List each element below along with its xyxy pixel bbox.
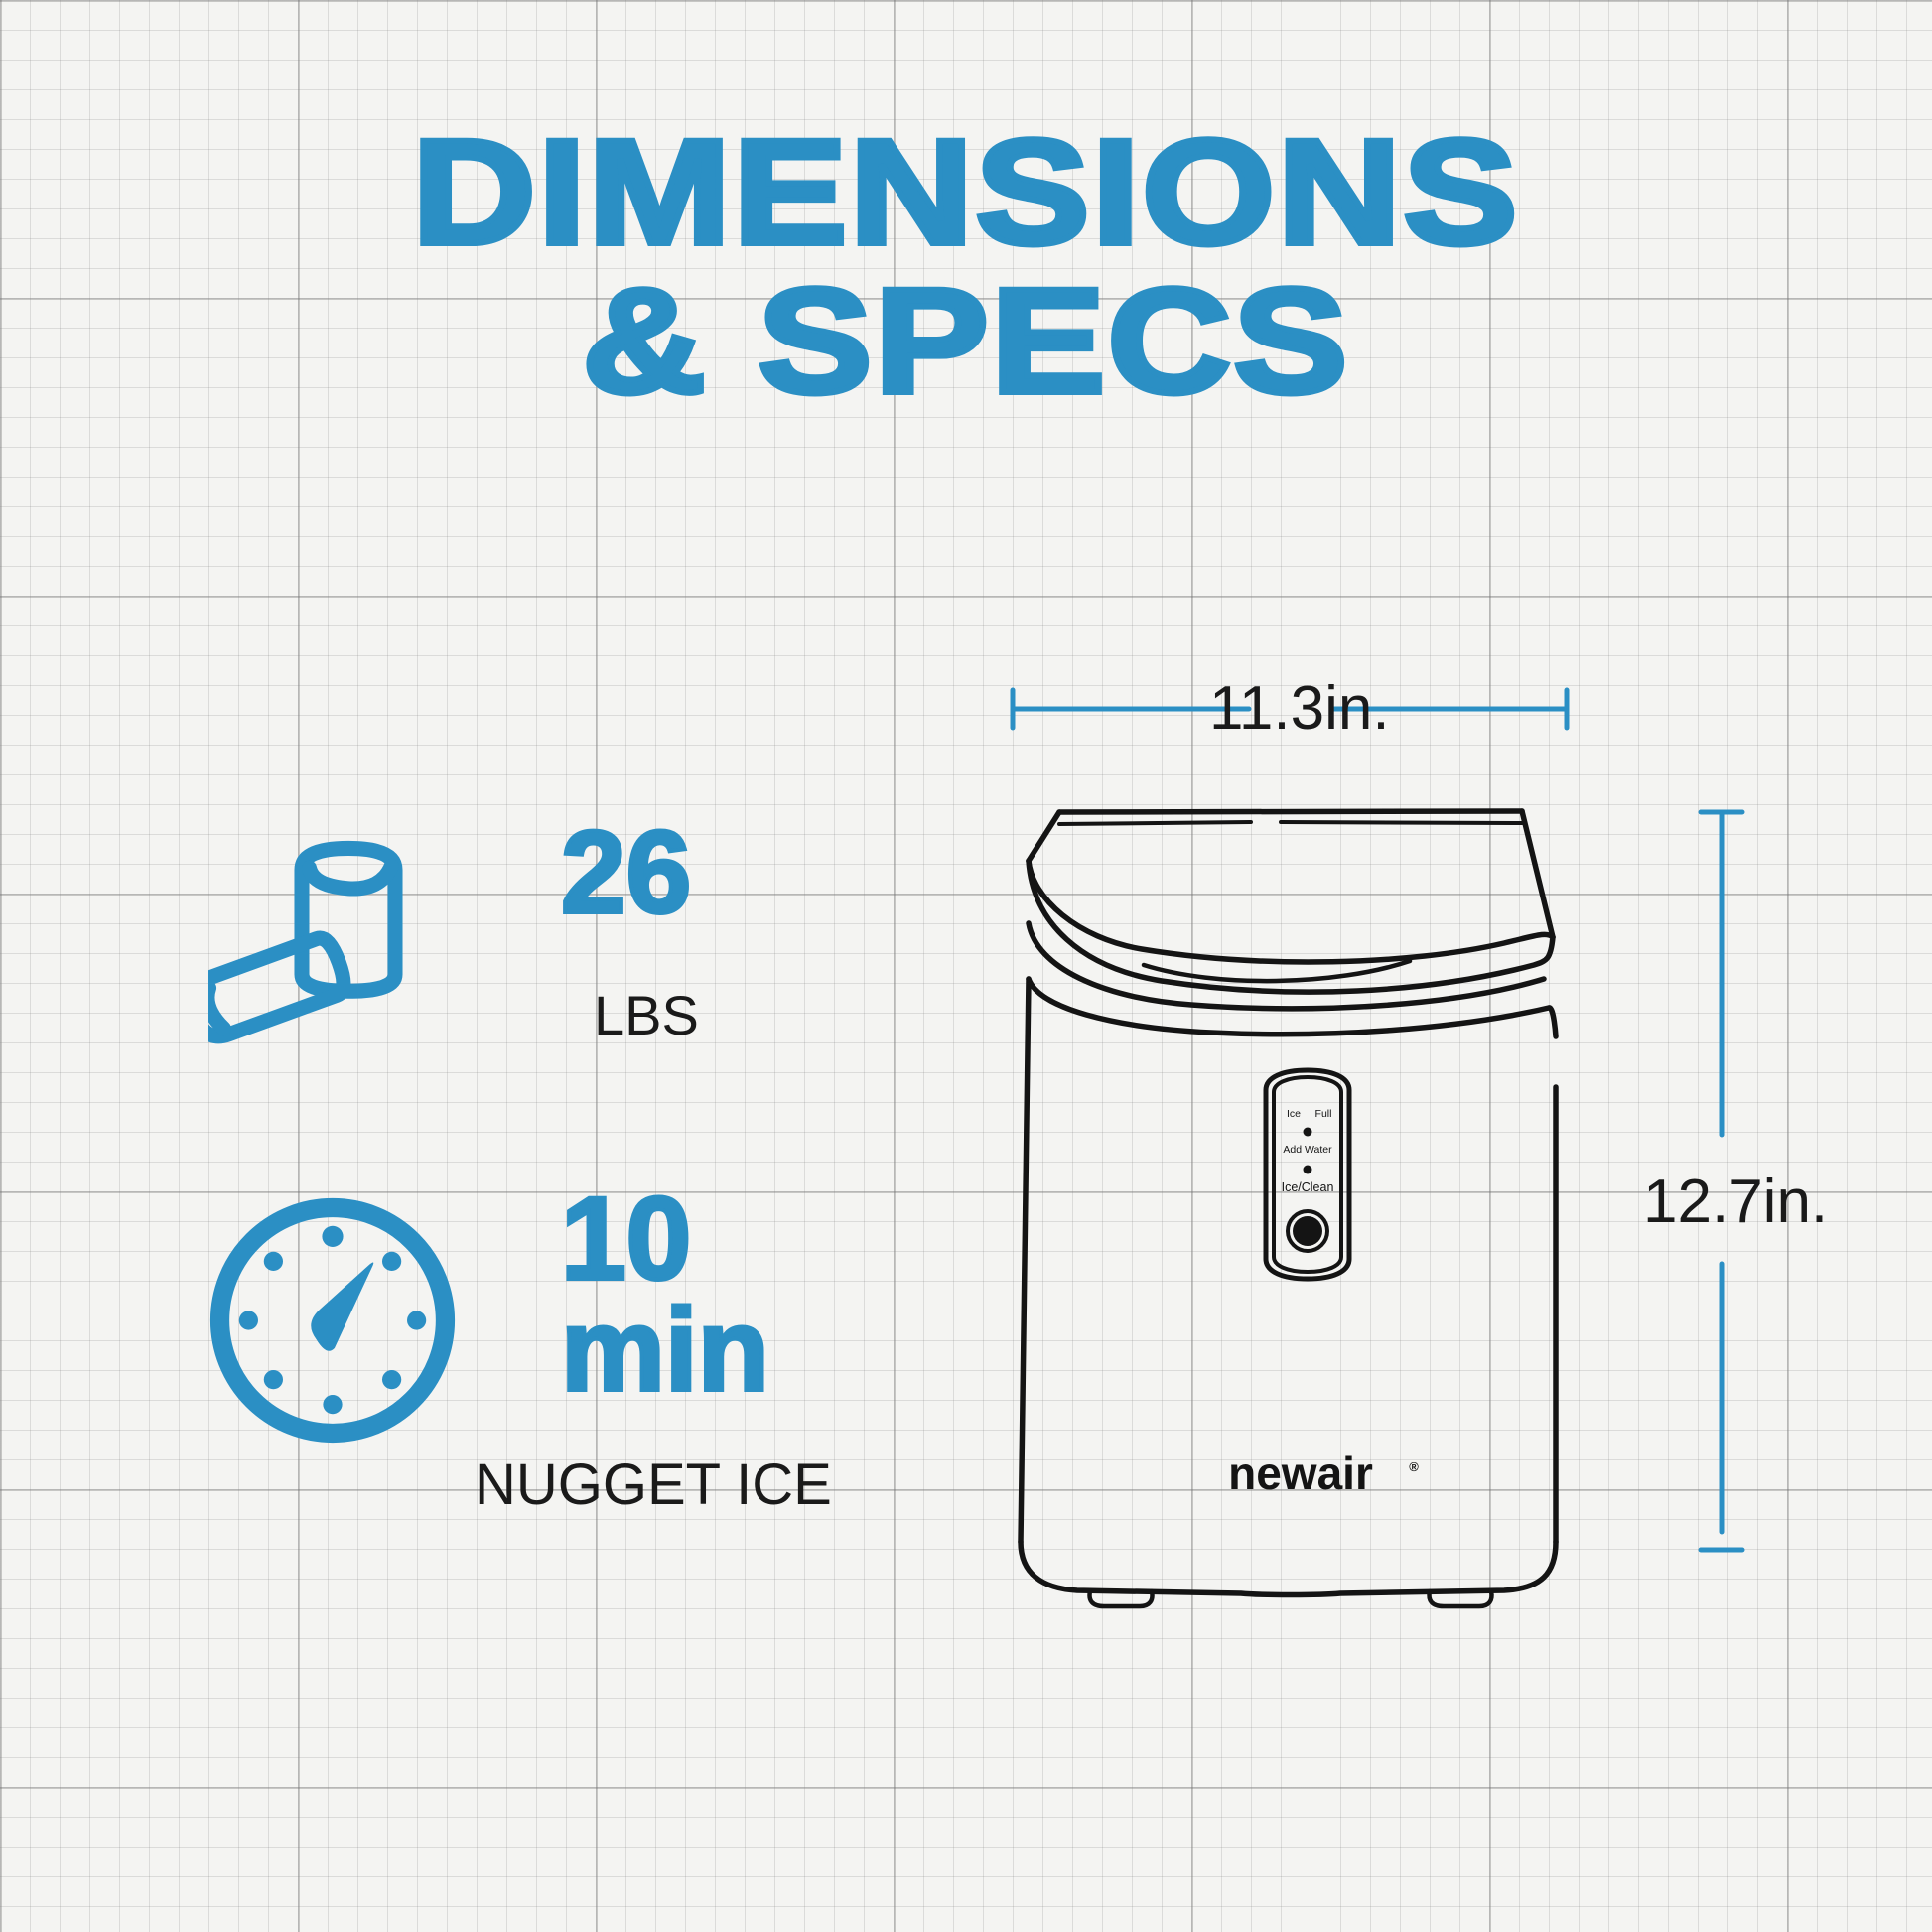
svg-text:Full: Full xyxy=(1315,1108,1332,1120)
svg-text:newair: newair xyxy=(1228,1448,1373,1499)
svg-text:Ice/Clean: Ice/Clean xyxy=(1282,1180,1334,1194)
svg-text:®: ® xyxy=(1409,1459,1419,1474)
svg-text:Ice: Ice xyxy=(1287,1108,1301,1120)
svg-text:Add Water: Add Water xyxy=(1283,1144,1332,1156)
